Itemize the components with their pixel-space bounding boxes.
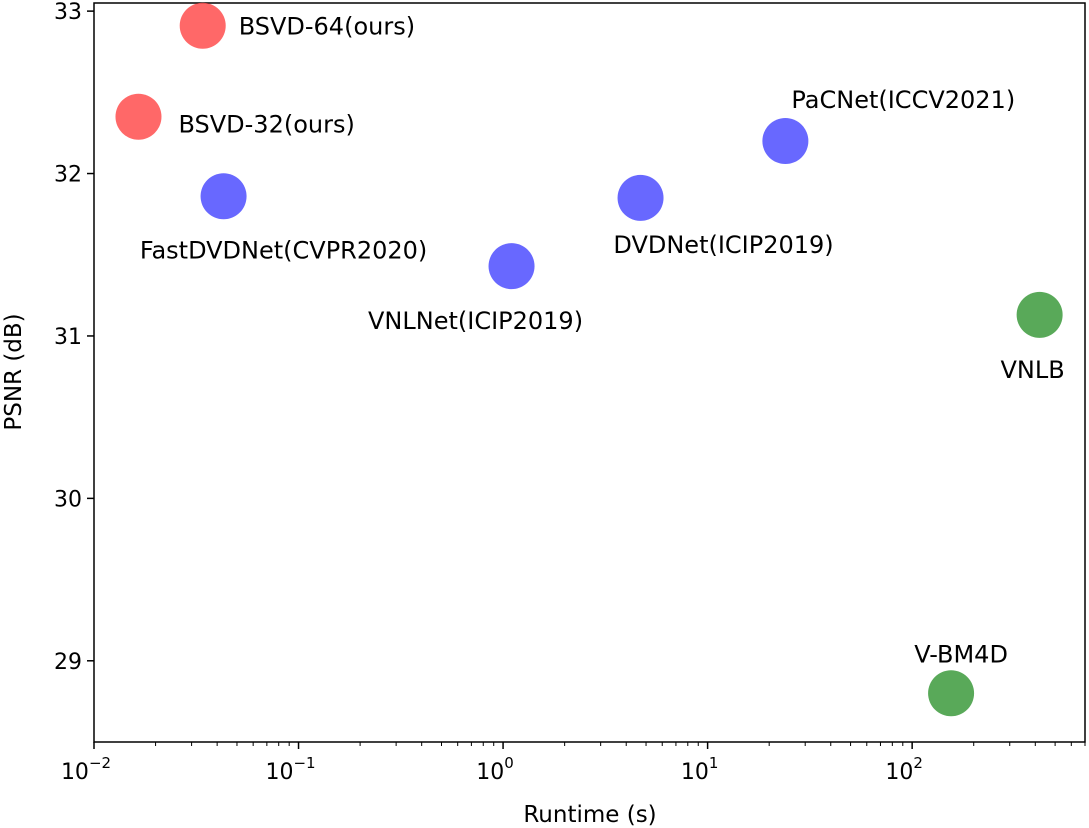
x-tick-label: 10−2 xyxy=(61,754,111,785)
point-label: VNLB xyxy=(1001,356,1065,384)
point-marker xyxy=(928,670,975,717)
point-label: BSVD-64(ours) xyxy=(239,13,415,41)
y-axis-title: PSNR (dB) xyxy=(1,313,27,430)
x-tick-label: 100 xyxy=(476,754,514,785)
x-tick-exponent: −2 xyxy=(89,754,111,772)
data-point: VNLNet(ICIP2019) xyxy=(368,243,583,335)
y-tick-label: 31 xyxy=(54,325,82,350)
y-tick-label: 30 xyxy=(54,487,82,512)
data-point: V-BM4D xyxy=(914,640,1008,717)
x-tick-exponent: 2 xyxy=(913,754,923,772)
point-label: VNLNet(ICIP2019) xyxy=(368,307,583,335)
point-label: DVDNet(ICIP2019) xyxy=(613,231,833,259)
x-tick-label: 101 xyxy=(681,754,719,785)
point-label: PaCNet(ICCV2021) xyxy=(791,86,1015,114)
data-points: BSVD-64(ours) BSVD-32(ours) FastDVDNet(CVP… xyxy=(115,2,1065,717)
point-marker xyxy=(488,243,535,290)
x-tick-label: 10−1 xyxy=(265,754,315,785)
point-label: BSVD-32(ours) xyxy=(178,111,354,139)
point-marker xyxy=(200,173,247,220)
data-point: DVDNet(ICIP2019) xyxy=(613,174,834,259)
point-marker xyxy=(179,2,226,49)
plot-area xyxy=(93,2,1086,743)
data-point: BSVD-32(ours) xyxy=(115,93,355,140)
y-tick-label: 33 xyxy=(54,0,82,25)
data-point: PaCNet(ICCV2021) xyxy=(762,86,1015,165)
x-tick-label: 102 xyxy=(885,754,923,785)
point-marker xyxy=(115,93,162,140)
y-tick-label: 29 xyxy=(54,650,82,675)
x-tick-exponent: −1 xyxy=(293,754,315,772)
point-marker xyxy=(617,174,664,221)
x-tick-exponent: 1 xyxy=(709,754,719,772)
x-tick-exponent: 0 xyxy=(504,754,514,772)
x-axis-ticks: 10−2 10−1 100 101 102 xyxy=(61,742,1086,785)
point-marker xyxy=(762,118,809,165)
data-point: FastDVDNet(CVPR2020) xyxy=(140,173,427,264)
x-axis-title: Runtime (s) xyxy=(523,802,656,828)
data-point: VNLB xyxy=(1001,291,1065,384)
point-label: FastDVDNet(CVPR2020) xyxy=(140,236,427,264)
point-marker xyxy=(1016,291,1063,338)
point-label: V-BM4D xyxy=(914,640,1008,668)
data-point: BSVD-64(ours) xyxy=(179,2,415,49)
y-axis-ticks: 29 30 31 32 33 xyxy=(54,0,94,675)
y-tick-label: 32 xyxy=(54,163,82,188)
